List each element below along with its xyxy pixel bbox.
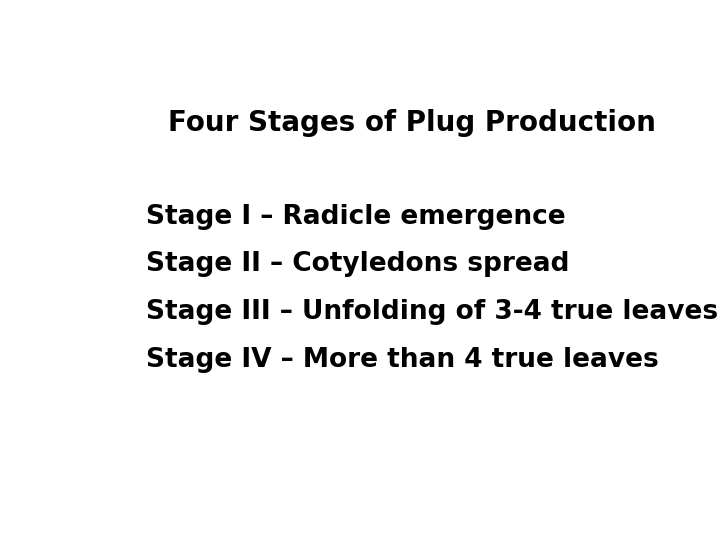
Text: Stage I – Radicle emergence: Stage I – Radicle emergence xyxy=(145,204,565,230)
Text: Stage II – Cotyledons spread: Stage II – Cotyledons spread xyxy=(145,252,570,278)
Text: Four Stages of Plug Production: Four Stages of Plug Production xyxy=(168,109,656,137)
Text: Stage III – Unfolding of 3-4 true leaves: Stage III – Unfolding of 3-4 true leaves xyxy=(145,299,718,325)
Text: Stage IV – More than 4 true leaves: Stage IV – More than 4 true leaves xyxy=(145,347,659,373)
